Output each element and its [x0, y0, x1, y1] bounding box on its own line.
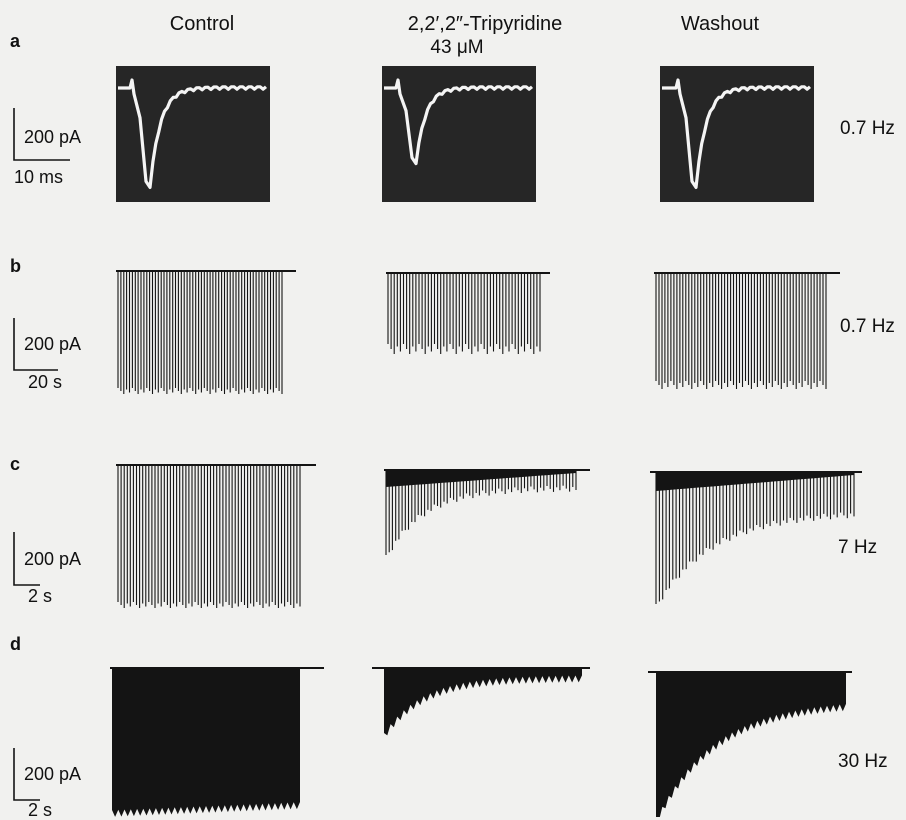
frequency-label-b: 0.7 Hz: [840, 316, 895, 337]
scale-bar-b: [13, 318, 58, 371]
epsc-trace-drug: [384, 78, 534, 166]
train-envelope: [656, 672, 846, 817]
epsc-trace-washout: [662, 78, 812, 189]
frequency-label-a: 0.7 Hz: [840, 118, 895, 139]
column-title-control: Control: [169, 13, 235, 35]
frequency-label-d: 30 Hz: [838, 751, 888, 772]
sustained-current: [386, 470, 576, 487]
epsc-train-c-washout: [650, 471, 862, 604]
sustained-current: [656, 472, 854, 491]
scale-time-label-d: 2 s: [28, 800, 53, 820]
epsc-train-b-control: [116, 270, 296, 394]
train-envelope: [112, 668, 300, 817]
epsc-train-c-drug: [384, 469, 590, 555]
epsc-train-b-washout: [654, 272, 840, 389]
scale-time-label-c: 2 s: [28, 586, 53, 606]
epsc-train-d-washout: [648, 671, 852, 817]
panel-letter-c: c: [10, 454, 21, 474]
scale-bar-a: [13, 108, 70, 161]
column-title-drug-concentration: 43 μM: [430, 37, 484, 58]
panel-letter-b: b: [10, 256, 21, 276]
scale-current-label-b: 200 pA: [24, 334, 82, 354]
epsc-trace-control: [118, 78, 268, 189]
scale-current-label-c: 200 pA: [24, 549, 82, 569]
frequency-label-c: 7 Hz: [838, 537, 878, 558]
epsc-train-c-control: [116, 464, 316, 608]
scale-current-label-a: 200 pA: [24, 127, 82, 147]
train-envelope: [384, 668, 582, 736]
scale-current-label-d: 200 pA: [24, 764, 82, 784]
epsc-train-b-drug: [386, 272, 550, 354]
scale-bar-c: [13, 532, 40, 586]
scale-time-label-a: 10 ms: [14, 167, 64, 187]
scale-bar-d: [13, 748, 40, 801]
epsc-train-d-drug: [372, 667, 590, 736]
column-title-washout: Washout: [680, 13, 760, 35]
column-title-drug: 2,2′,2″-Tripyridine: [407, 13, 563, 35]
panel-letter-a: a: [10, 31, 21, 51]
panel-letter-d: d: [10, 634, 21, 654]
scale-time-label-b: 20 s: [28, 372, 63, 392]
epsc-train-d-control: [110, 667, 324, 817]
